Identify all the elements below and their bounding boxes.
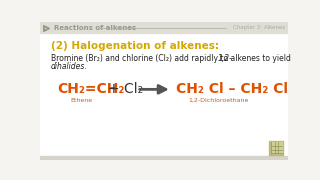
Text: Reactions of alkenes: Reactions of alkenes	[54, 25, 136, 31]
Text: + Cl₂: + Cl₂	[108, 82, 143, 96]
Text: Ethene: Ethene	[71, 98, 93, 103]
Bar	[40, 22, 288, 33]
Text: Chapter 3: Alkenes: Chapter 3: Alkenes	[233, 25, 285, 30]
Text: Bromine (Br₂) and chlorine (Cl₂) add rapidly to alkenes to yield: Bromine (Br₂) and chlorine (Cl₂) add rap…	[51, 54, 295, 63]
Bar	[40, 156, 288, 160]
Text: CH₂=CH₂: CH₂=CH₂	[57, 82, 124, 96]
Text: CH₂ Cl – CH₂ Cl: CH₂ Cl – CH₂ Cl	[176, 82, 288, 96]
Text: dihalides.: dihalides.	[51, 62, 88, 71]
Bar	[269, 141, 283, 155]
Bar	[271, 143, 282, 153]
Text: 1,2-Dichloroethane: 1,2-Dichloroethane	[188, 98, 248, 103]
Text: 1,2-: 1,2-	[218, 54, 232, 63]
Text: (2) Halogenation of alkenes:: (2) Halogenation of alkenes:	[51, 41, 219, 51]
